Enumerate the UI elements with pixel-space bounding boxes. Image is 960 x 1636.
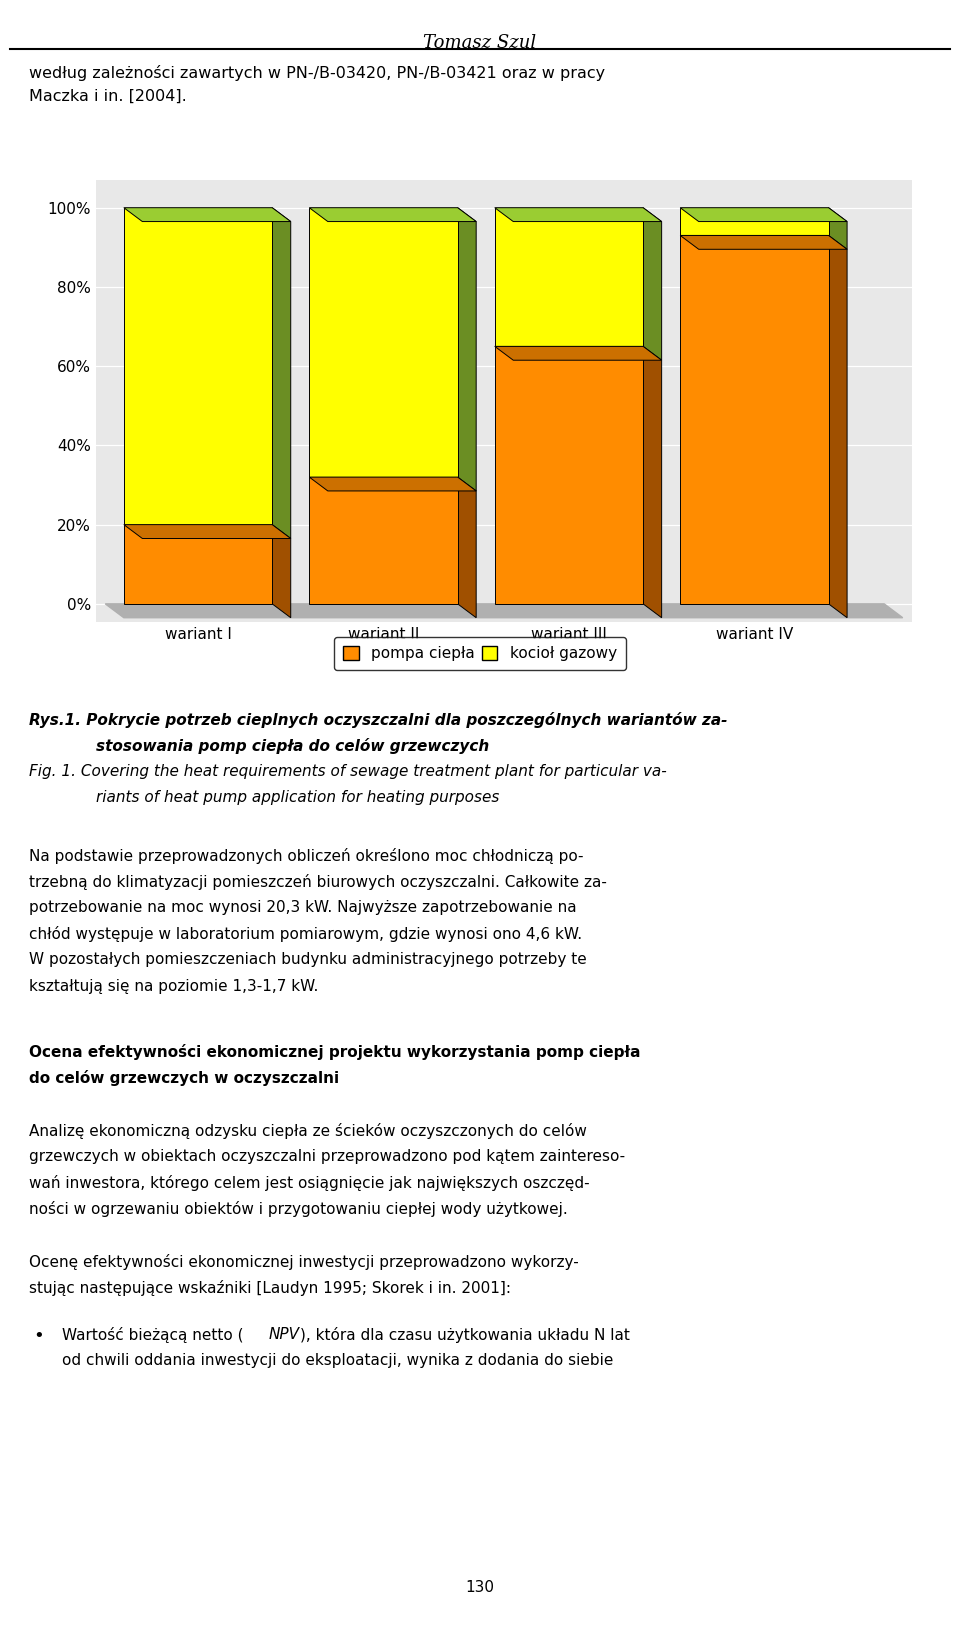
Legend: pompa ciepła, kocioł gazowy: pompa ciepła, kocioł gazowy <box>334 636 626 671</box>
Text: potrzebowanie na moc wynosi 20,3 kW. Najwyższe zapotrzebowanie na: potrzebowanie na moc wynosi 20,3 kW. Naj… <box>29 900 576 915</box>
Polygon shape <box>124 525 273 604</box>
Text: Rys.1. Pokrycie potrzeb cieplnych oczyszczalni dla poszczególnych wariantów za-: Rys.1. Pokrycie potrzeb cieplnych oczysz… <box>29 712 728 728</box>
Polygon shape <box>643 347 661 618</box>
Polygon shape <box>106 604 902 618</box>
Polygon shape <box>458 478 476 618</box>
Polygon shape <box>681 208 847 221</box>
Polygon shape <box>273 525 291 618</box>
Text: Analizę ekonomiczną odzysku ciepła ze ścieków oczyszczonych do celów: Analizę ekonomiczną odzysku ciepła ze śc… <box>29 1122 587 1139</box>
Polygon shape <box>309 208 476 221</box>
Polygon shape <box>643 208 661 360</box>
Polygon shape <box>309 478 476 491</box>
Text: 130: 130 <box>466 1580 494 1595</box>
Polygon shape <box>124 208 291 221</box>
Polygon shape <box>458 208 476 491</box>
Text: W pozostałych pomieszczeniach budynku administracyjnego potrzeby te: W pozostałych pomieszczeniach budynku ad… <box>29 952 587 967</box>
Polygon shape <box>124 525 291 538</box>
Polygon shape <box>681 236 847 249</box>
Polygon shape <box>494 208 661 221</box>
Text: NPV: NPV <box>269 1327 300 1342</box>
Text: Tomasz Szul: Tomasz Szul <box>423 34 537 52</box>
Text: stując następujące wskaźniki [Laudyn 1995; Skorek i in. 2001]:: stując następujące wskaźniki [Laudyn 199… <box>29 1279 511 1296</box>
Polygon shape <box>494 208 643 347</box>
Text: ności w ogrzewaniu obiektów i przygotowaniu ciepłej wody użytkowej.: ności w ogrzewaniu obiektów i przygotowa… <box>29 1201 567 1217</box>
Polygon shape <box>494 347 661 360</box>
Polygon shape <box>309 478 458 604</box>
Text: Ocenę efektywności ekonomicznej inwestycji przeprowadzono wykorzy-: Ocenę efektywności ekonomicznej inwestyc… <box>29 1253 579 1270</box>
Text: Fig. 1. Covering the heat requirements of sewage treatment plant for particular : Fig. 1. Covering the heat requirements o… <box>29 764 666 779</box>
Text: •: • <box>34 1327 44 1345</box>
Text: do celów grzewczych w oczyszczalni: do celów grzewczych w oczyszczalni <box>29 1070 339 1086</box>
Polygon shape <box>681 236 828 604</box>
Text: według zależności zawartych w PN-/B-03420, PN-/B-03421 oraz w pracy: według zależności zawartych w PN-/B-0342… <box>29 65 605 82</box>
Text: wań inwestora, którego celem jest osiągnięcie jak największych oszczęd-: wań inwestora, którego celem jest osiągn… <box>29 1175 589 1191</box>
Polygon shape <box>124 208 273 525</box>
Polygon shape <box>681 208 828 236</box>
Text: trzebną do klimatyzacji pomieszczeń biurowych oczyszczalni. Całkowite za-: trzebną do klimatyzacji pomieszczeń biur… <box>29 874 607 890</box>
Polygon shape <box>273 208 291 538</box>
Text: grzewczych w obiektach oczyszczalni przeprowadzono pod kątem zaintereso-: grzewczych w obiektach oczyszczalni prze… <box>29 1148 625 1163</box>
Text: od chwili oddania inwestycji do eksploatacji, wynika z dodania do siebie: od chwili oddania inwestycji do eksploat… <box>62 1353 613 1368</box>
Polygon shape <box>494 347 643 604</box>
Text: kształtują się na poziomie 1,3-1,7 kW.: kształtują się na poziomie 1,3-1,7 kW. <box>29 978 318 993</box>
Text: Na podstawie przeprowadzonych obliczeń określono moc chłodniczą po-: Na podstawie przeprowadzonych obliczeń o… <box>29 847 584 864</box>
Text: Wartość bieżącą netto (: Wartość bieżącą netto ( <box>62 1327 244 1343</box>
Polygon shape <box>828 236 847 618</box>
Text: riants of heat pump application for heating purposes: riants of heat pump application for heat… <box>96 790 499 805</box>
Text: Ocena efektywności ekonomicznej projektu wykorzystania pomp ciepła: Ocena efektywności ekonomicznej projektu… <box>29 1044 640 1060</box>
Text: ), która dla czasu użytkowania układu N lat: ), która dla czasu użytkowania układu N … <box>300 1327 631 1343</box>
Polygon shape <box>309 208 458 478</box>
Text: stosowania pomp ciepła do celów grzewczych: stosowania pomp ciepła do celów grzewczy… <box>96 738 490 754</box>
Polygon shape <box>828 208 847 249</box>
Text: Maczka i in. [2004].: Maczka i in. [2004]. <box>29 88 186 103</box>
Text: chłód występuje w laboratorium pomiarowym, gdzie wynosi ono 4,6 kW.: chłód występuje w laboratorium pomiarowy… <box>29 926 582 942</box>
